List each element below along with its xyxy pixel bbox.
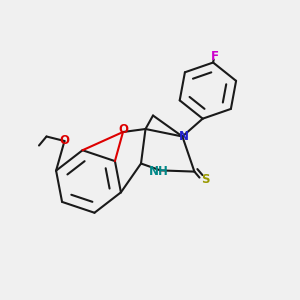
Text: O: O xyxy=(59,134,70,148)
Text: N: N xyxy=(179,130,189,143)
Text: S: S xyxy=(201,172,209,186)
Text: NH: NH xyxy=(149,165,169,178)
Text: F: F xyxy=(211,50,219,63)
Text: O: O xyxy=(118,123,128,136)
